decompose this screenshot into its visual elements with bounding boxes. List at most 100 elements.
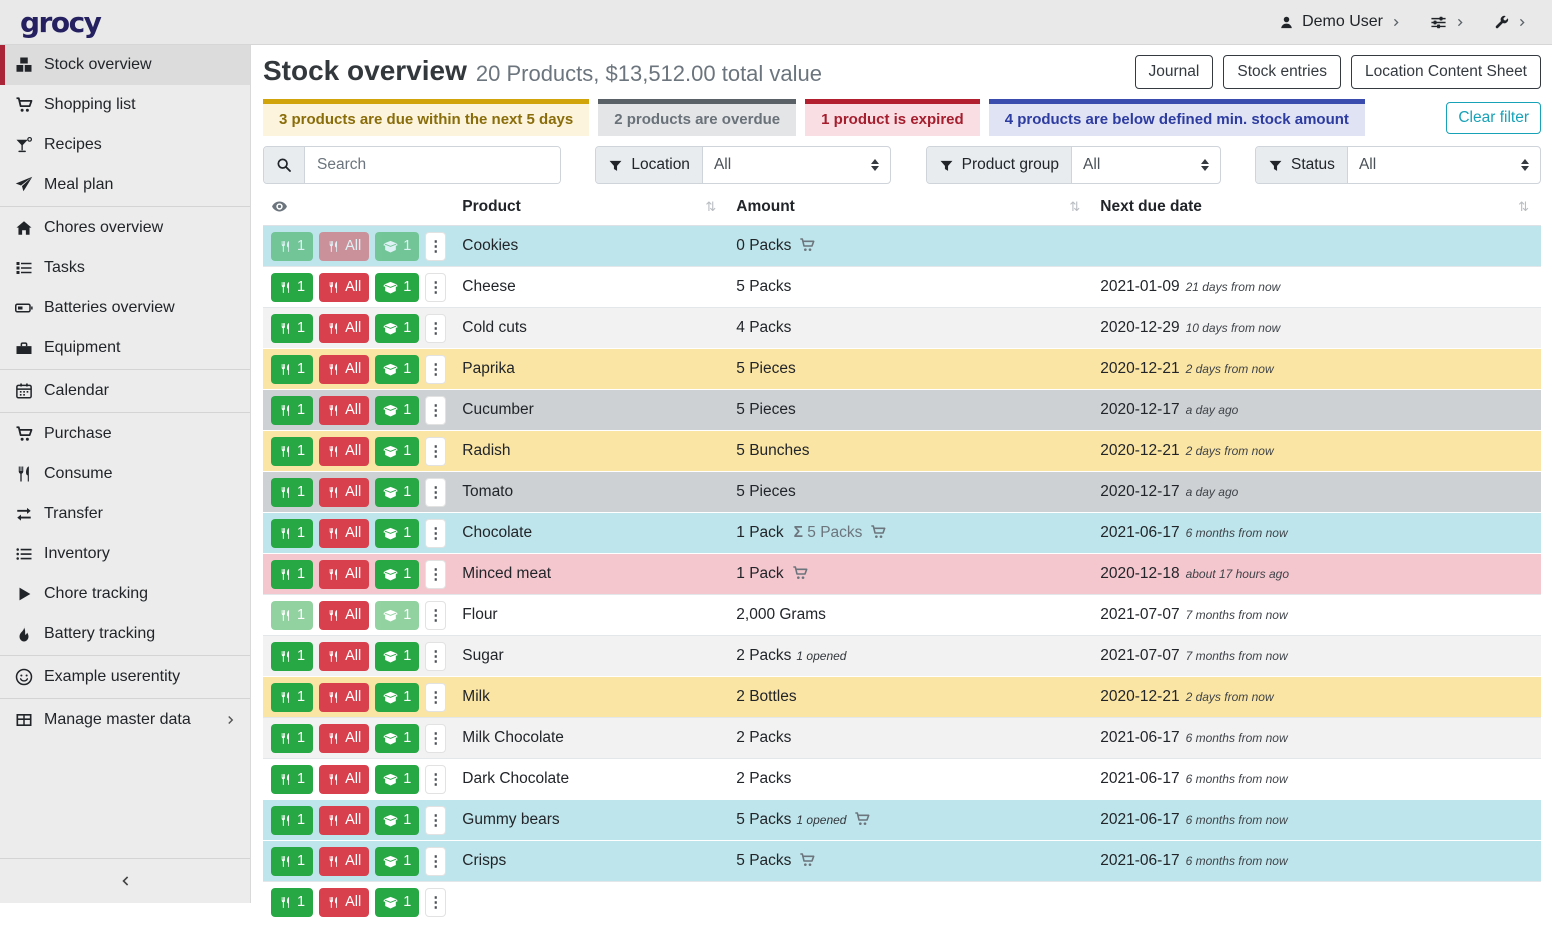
settings-menu[interactable] — [1430, 14, 1466, 31]
consume-one-button[interactable]: 1 — [271, 847, 313, 876]
consume-all-button[interactable]: All — [319, 560, 369, 589]
sidebar-item-consume[interactable]: Consume — [0, 454, 250, 494]
open-one-button[interactable]: 1 — [375, 396, 419, 425]
consume-one-button[interactable]: 1 — [271, 355, 313, 384]
consume-all-button[interactable]: All — [319, 519, 369, 548]
sidebar-item-recipes[interactable]: Recipes — [0, 125, 250, 165]
row-menu-button[interactable]: ⋮ — [425, 765, 446, 794]
open-one-button[interactable]: 1 — [375, 355, 419, 384]
consume-one-button[interactable]: 1 — [271, 437, 313, 466]
consume-all-button[interactable]: All — [319, 683, 369, 712]
admin-menu[interactable] — [1494, 15, 1528, 30]
sidebar-collapse-button[interactable] — [0, 858, 250, 903]
banner-secondary[interactable]: 2 products are overdue — [598, 99, 796, 136]
open-one-button[interactable]: 1 — [375, 642, 419, 671]
open-one-button[interactable]: 1 — [375, 683, 419, 712]
consume-all-button[interactable]: All — [319, 724, 369, 753]
sidebar-item-battery-tracking[interactable]: Battery tracking — [0, 614, 250, 654]
column-header-product[interactable]: Product⇅ — [454, 191, 728, 226]
column-header-next-due-date[interactable]: Next due date⇅ — [1092, 191, 1541, 226]
sidebar-item-purchase[interactable]: Purchase — [0, 414, 250, 454]
consume-all-button[interactable]: All — [319, 847, 369, 876]
consume-one-button[interactable]: 1 — [271, 642, 313, 671]
row-menu-button[interactable]: ⋮ — [425, 642, 446, 671]
consume-all-button[interactable]: All — [319, 273, 369, 302]
open-one-button[interactable]: 1 — [375, 273, 419, 302]
row-menu-button[interactable]: ⋮ — [425, 437, 446, 466]
banner-danger[interactable]: 1 product is expired — [805, 99, 980, 136]
sidebar-item-chore-tracking[interactable]: Chore tracking — [0, 574, 250, 614]
sidebar-item-equipment[interactable]: Equipment — [0, 328, 250, 368]
sidebar-item-batteries-overview[interactable]: Batteries overview — [0, 288, 250, 328]
consume-one-button[interactable]: 1 — [271, 806, 313, 835]
consume-all-button[interactable]: All — [319, 806, 369, 835]
row-menu-button[interactable]: ⋮ — [425, 601, 446, 630]
consume-all-button[interactable]: All — [319, 478, 369, 507]
consume-all-button[interactable]: All — [319, 396, 369, 425]
open-one-button[interactable]: 1 — [375, 560, 419, 589]
consume-one-button[interactable]: 1 — [271, 519, 313, 548]
banner-primary[interactable]: 4 products are below defined min. stock … — [989, 99, 1365, 136]
sidebar-item-inventory[interactable]: Inventory — [0, 534, 250, 574]
consume-one-button[interactable]: 1 — [271, 478, 313, 507]
row-menu-button[interactable]: ⋮ — [425, 232, 446, 261]
user-menu[interactable]: Demo User — [1279, 13, 1402, 31]
open-one-button[interactable]: 1 — [375, 314, 419, 343]
sidebar-item-calendar[interactable]: Calendar — [0, 371, 250, 411]
sidebar-item-tasks[interactable]: Tasks — [0, 248, 250, 288]
consume-one-button[interactable]: 1 — [271, 560, 313, 589]
sidebar-item-transfer[interactable]: Transfer — [0, 494, 250, 534]
sidebar-item-manage-master-data[interactable]: Manage master data — [0, 700, 250, 740]
consume-all-button[interactable]: All — [319, 232, 369, 261]
column-visibility-toggle[interactable] — [263, 191, 454, 226]
sidebar-item-chores-overview[interactable]: Chores overview — [0, 208, 250, 248]
open-one-button[interactable]: 1 — [375, 232, 419, 261]
open-one-button[interactable]: 1 — [375, 519, 419, 548]
row-menu-button[interactable]: ⋮ — [425, 396, 446, 425]
consume-all-button[interactable]: All — [319, 601, 369, 630]
row-menu-button[interactable]: ⋮ — [425, 519, 446, 548]
row-menu-button[interactable]: ⋮ — [425, 478, 446, 507]
consume-all-button[interactable]: All — [319, 888, 369, 917]
row-menu-button[interactable]: ⋮ — [425, 806, 446, 835]
row-menu-button[interactable]: ⋮ — [425, 724, 446, 753]
stock-entries-button[interactable]: Stock entries — [1223, 55, 1341, 89]
row-menu-button[interactable]: ⋮ — [425, 683, 446, 712]
consume-one-button[interactable]: 1 — [271, 765, 313, 794]
consume-all-button[interactable]: All — [319, 437, 369, 466]
sidebar-item-example-userentity[interactable]: Example userentity — [0, 657, 250, 697]
row-menu-button[interactable]: ⋮ — [425, 314, 446, 343]
open-one-button[interactable]: 1 — [375, 765, 419, 794]
open-one-button[interactable]: 1 — [375, 478, 419, 507]
consume-all-button[interactable]: All — [319, 642, 369, 671]
consume-one-button[interactable]: 1 — [271, 273, 313, 302]
row-menu-button[interactable]: ⋮ — [425, 355, 446, 384]
consume-one-button[interactable]: 1 — [271, 232, 313, 261]
row-menu-button[interactable]: ⋮ — [425, 560, 446, 589]
column-header-amount[interactable]: Amount⇅ — [728, 191, 1092, 226]
consume-one-button[interactable]: 1 — [271, 314, 313, 343]
consume-all-button[interactable]: All — [319, 765, 369, 794]
open-one-button[interactable]: 1 — [375, 601, 419, 630]
consume-one-button[interactable]: 1 — [271, 601, 313, 630]
sidebar-item-shopping-list[interactable]: Shopping list — [0, 85, 250, 125]
row-menu-button[interactable]: ⋮ — [425, 273, 446, 302]
filter-select-product-group[interactable]: All — [1072, 147, 1220, 183]
open-one-button[interactable]: 1 — [375, 724, 419, 753]
filter-select-location[interactable]: All — [703, 147, 890, 183]
banner-warning[interactable]: 3 products are due within the next 5 day… — [263, 99, 589, 136]
row-menu-button[interactable]: ⋮ — [425, 847, 446, 876]
open-one-button[interactable]: 1 — [375, 437, 419, 466]
sidebar-item-meal-plan[interactable]: Meal plan — [0, 165, 250, 205]
open-one-button[interactable]: 1 — [375, 806, 419, 835]
open-one-button[interactable]: 1 — [375, 847, 419, 876]
consume-all-button[interactable]: All — [319, 355, 369, 384]
consume-one-button[interactable]: 1 — [271, 683, 313, 712]
consume-all-button[interactable]: All — [319, 314, 369, 343]
filter-select-status[interactable]: All — [1348, 147, 1540, 183]
consume-one-button[interactable]: 1 — [271, 396, 313, 425]
search-input[interactable] — [305, 147, 560, 183]
row-menu-button[interactable]: ⋮ — [425, 888, 446, 917]
sidebar-item-stock-overview[interactable]: Stock overview — [0, 45, 250, 85]
open-one-button[interactable]: 1 — [375, 888, 419, 917]
